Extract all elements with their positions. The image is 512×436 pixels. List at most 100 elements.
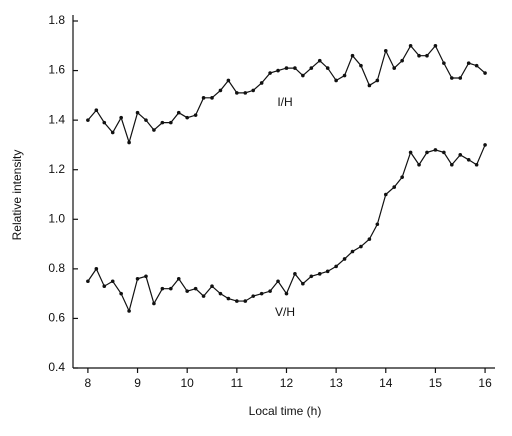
point	[201, 96, 206, 100]
point	[218, 88, 223, 93]
point	[110, 130, 115, 135]
point	[259, 81, 264, 85]
point	[309, 274, 314, 279]
point	[235, 299, 239, 303]
x-tick-label: 10	[181, 376, 195, 390]
point	[169, 120, 173, 125]
point	[383, 48, 388, 53]
point	[392, 185, 397, 189]
point	[268, 71, 272, 75]
point	[94, 267, 99, 271]
point	[301, 73, 305, 78]
y-tick-label: 0.8	[48, 261, 65, 275]
point	[342, 257, 347, 261]
point	[367, 83, 372, 88]
point	[259, 291, 264, 296]
point	[359, 63, 363, 68]
point	[425, 150, 429, 155]
point	[276, 68, 280, 73]
point	[474, 162, 479, 167]
point	[127, 140, 131, 145]
point	[350, 53, 355, 58]
point	[119, 291, 123, 296]
point	[450, 76, 454, 80]
point	[334, 78, 338, 83]
point	[483, 143, 487, 147]
y-tick-label: 0.4	[48, 360, 65, 374]
point	[474, 63, 479, 68]
point	[442, 150, 446, 155]
point	[400, 175, 404, 179]
point	[201, 294, 206, 298]
x-tick-label: 14	[379, 376, 393, 390]
point	[383, 192, 388, 197]
point	[102, 284, 107, 289]
point	[210, 96, 214, 100]
y-tick-label: 0.6	[48, 311, 65, 325]
y-axis-label: Relative intensity	[10, 150, 24, 241]
point	[152, 301, 156, 306]
x-tick-label: 8	[85, 376, 92, 390]
point	[193, 286, 198, 291]
point	[284, 66, 289, 70]
point	[284, 291, 289, 296]
point	[417, 162, 421, 167]
point	[152, 128, 156, 132]
x-axis-label: Local time (h)	[249, 404, 322, 418]
point	[160, 120, 165, 125]
point	[408, 150, 413, 155]
point	[367, 237, 372, 241]
point	[433, 148, 438, 152]
point	[135, 276, 140, 281]
point	[375, 78, 380, 83]
point	[466, 158, 471, 162]
point	[400, 58, 404, 63]
series-label: V/H	[275, 305, 295, 319]
point	[408, 43, 413, 48]
x-tick-label: 16	[478, 376, 492, 390]
point	[185, 115, 189, 120]
point	[243, 299, 248, 303]
point	[185, 289, 189, 293]
point	[176, 276, 181, 281]
point	[218, 291, 223, 296]
point	[276, 279, 280, 284]
point	[342, 73, 347, 78]
x-tick-label: 9	[134, 376, 141, 390]
point	[251, 294, 256, 298]
point	[433, 43, 438, 48]
point	[94, 108, 99, 113]
point	[450, 162, 454, 167]
point	[144, 274, 148, 279]
point	[86, 279, 90, 284]
series-line	[87, 144, 486, 313]
y-tick-label: 1.2	[48, 162, 65, 176]
y-tick-label: 1.8	[48, 13, 65, 27]
point	[458, 153, 463, 157]
point	[268, 289, 272, 293]
point	[102, 120, 107, 125]
point	[309, 66, 314, 70]
point	[144, 118, 148, 122]
point	[293, 66, 297, 70]
point	[417, 53, 421, 58]
point	[301, 281, 305, 286]
y-tick-label: 1.6	[48, 63, 65, 77]
point	[334, 264, 338, 269]
point	[251, 88, 256, 93]
point	[425, 53, 429, 58]
point	[110, 279, 115, 284]
point	[359, 244, 363, 249]
series-line	[87, 44, 486, 145]
point	[483, 71, 487, 75]
point	[325, 269, 330, 274]
point	[350, 249, 355, 254]
point	[169, 286, 173, 291]
point	[442, 61, 446, 65]
point	[127, 309, 131, 313]
point	[160, 286, 165, 291]
point	[317, 272, 322, 276]
point	[325, 66, 330, 70]
point	[392, 66, 397, 70]
